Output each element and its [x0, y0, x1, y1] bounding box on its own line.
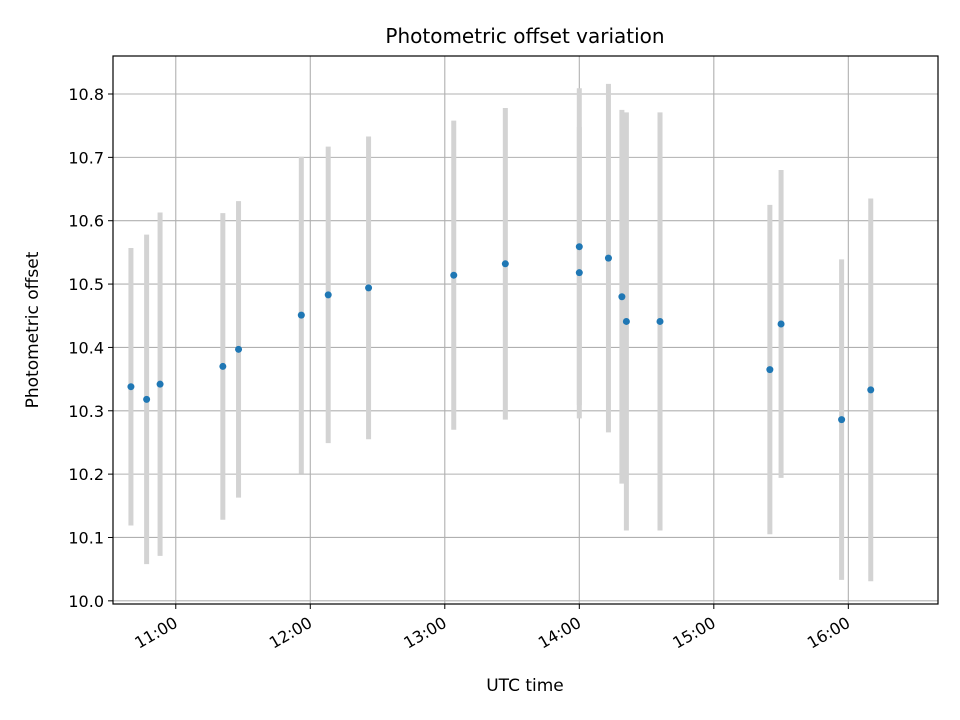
- data-point: [622, 317, 630, 325]
- y-tick-label: 10.3: [68, 402, 104, 421]
- plot-frame: [112, 55, 939, 605]
- x-tick-label: 16:00: [804, 613, 853, 653]
- data-point: [604, 254, 612, 262]
- x-axis-label: UTC time: [486, 676, 564, 696]
- data-point: [766, 366, 774, 374]
- y-tick-label: 10.1: [68, 528, 104, 547]
- data-point: [618, 293, 626, 301]
- grid: [113, 56, 938, 604]
- data-point: [235, 345, 243, 353]
- data-point: [501, 260, 509, 268]
- data-point: [575, 243, 583, 251]
- x-tick-label: 15:00: [669, 613, 718, 653]
- data-point: [867, 386, 875, 394]
- chart-title: Photometric offset variation: [385, 24, 664, 48]
- y-axis-ticks: 10.0 10.1 10.2 10.3 10.4 10.5 10.6 10.7 10.8: [68, 85, 113, 611]
- y-axis-label: Photometric offset: [23, 251, 43, 408]
- x-tick-label: 14:00: [535, 613, 584, 653]
- x-tick-label: 13:00: [400, 613, 449, 653]
- y-tick-label: 10.6: [68, 212, 104, 231]
- data-point: [450, 271, 458, 279]
- data-point: [297, 311, 305, 319]
- x-tick-label: 11:00: [131, 613, 180, 653]
- data-point: [777, 320, 785, 328]
- data-point: [143, 395, 151, 403]
- data-point: [838, 416, 846, 424]
- data-point: [575, 269, 583, 277]
- data-point: [656, 317, 664, 325]
- data-point: [127, 383, 135, 391]
- data-points: [127, 243, 875, 424]
- y-tick-label: 10.4: [68, 338, 104, 357]
- y-tick-label: 10.5: [68, 275, 104, 294]
- y-tick-label: 10.2: [68, 465, 104, 484]
- x-axis-ticks: 11:00 12:00 13:00 14:00 15:00 16:00: [131, 604, 853, 653]
- data-point: [324, 291, 332, 299]
- x-tick-label: 12:00: [266, 613, 315, 653]
- data-point: [156, 380, 164, 388]
- y-tick-label: 10.7: [68, 148, 104, 167]
- y-tick-label: 10.8: [68, 85, 104, 104]
- error-bars: [128, 83, 874, 582]
- data-point: [365, 284, 373, 292]
- y-tick-label: 10.0: [68, 592, 104, 611]
- data-point: [219, 362, 227, 370]
